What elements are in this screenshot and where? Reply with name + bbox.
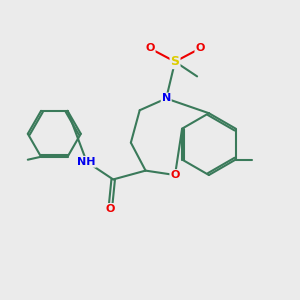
Text: S: S <box>170 55 179 68</box>
Text: O: O <box>145 44 155 53</box>
Text: NH: NH <box>77 157 96 167</box>
Text: N: N <box>162 94 171 103</box>
Text: O: O <box>106 204 115 214</box>
Text: O: O <box>170 170 180 180</box>
Text: O: O <box>195 44 205 53</box>
